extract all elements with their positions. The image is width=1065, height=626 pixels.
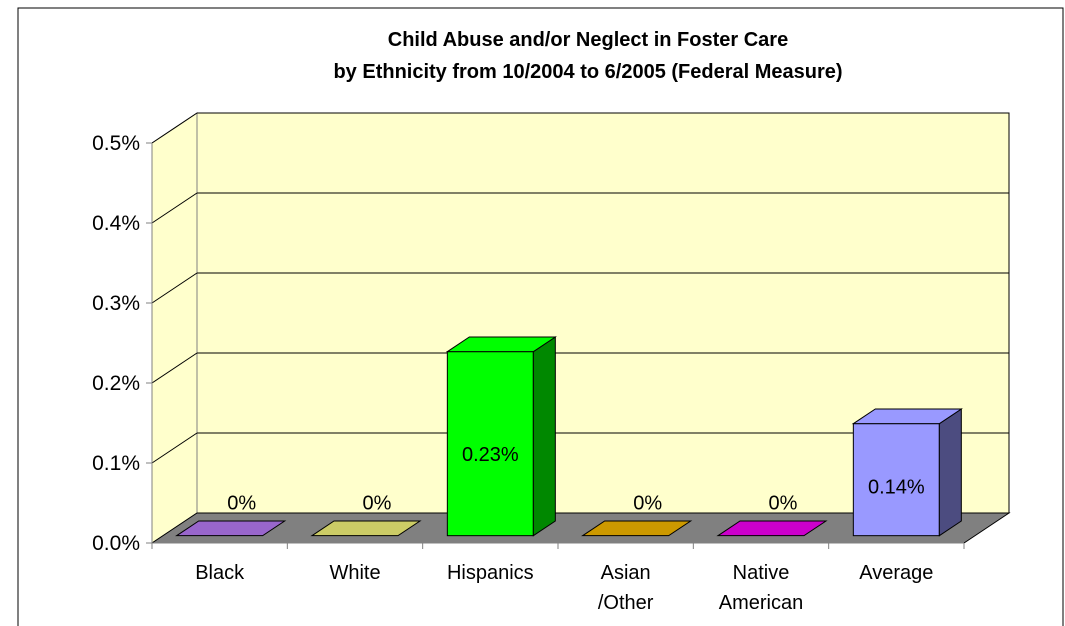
bar-side: [532, 336, 556, 537]
gridline-side: [151, 112, 198, 144]
y-tick-label: 0.4%: [92, 212, 140, 235]
gridline-side: [151, 192, 198, 224]
bar-front: [446, 351, 534, 537]
bar-top: [310, 520, 422, 537]
y-tick-label: 0.0%: [92, 532, 140, 555]
x-tick-label: Native: [733, 562, 790, 584]
data-label: 0%: [363, 493, 392, 515]
y-tick-label: 0.3%: [92, 292, 140, 315]
y-tick-label: 0.2%: [92, 372, 140, 395]
x-tick-label: Asian: [601, 562, 651, 584]
data-label: 0%: [769, 493, 798, 515]
gridline-side: [151, 272, 198, 304]
bar-top: [175, 520, 287, 537]
x-tick-label: /Other: [598, 592, 654, 614]
bar-top: [445, 336, 557, 353]
bar-top: [716, 520, 828, 537]
side-wall: [151, 112, 198, 544]
chart-title: Child Abuse and/or Neglect in Foster Car…: [388, 29, 788, 51]
x-tick-label: American: [719, 592, 803, 614]
bar-front: [852, 423, 940, 537]
x-tick-label: Average: [859, 562, 933, 584]
gridline-side: [151, 352, 198, 384]
bar-top: [581, 520, 693, 537]
plot-area: 0.0% 0.1% 0.2% 0.3% 0.4% 0.5% 0% Black 0% White 0.…: [92, 112, 1011, 614]
x-tick-label: Black: [195, 562, 245, 584]
x-tick-label: Hispanics: [447, 562, 534, 584]
gridline-side: [151, 432, 198, 464]
bar-side: [938, 408, 962, 537]
data-label: 0.14%: [868, 476, 925, 498]
y-tick-label: 0.5%: [92, 132, 140, 155]
data-label: 0%: [227, 493, 256, 515]
data-label: 0%: [633, 493, 662, 515]
chart-subtitle: by Ethnicity from 10/2004 to 6/2005 (Fed…: [333, 61, 842, 83]
y-tick-label: 0.1%: [92, 452, 140, 475]
data-label: 0.23%: [462, 444, 519, 466]
bar-top: [851, 408, 963, 425]
x-tick-label: White: [329, 562, 380, 584]
